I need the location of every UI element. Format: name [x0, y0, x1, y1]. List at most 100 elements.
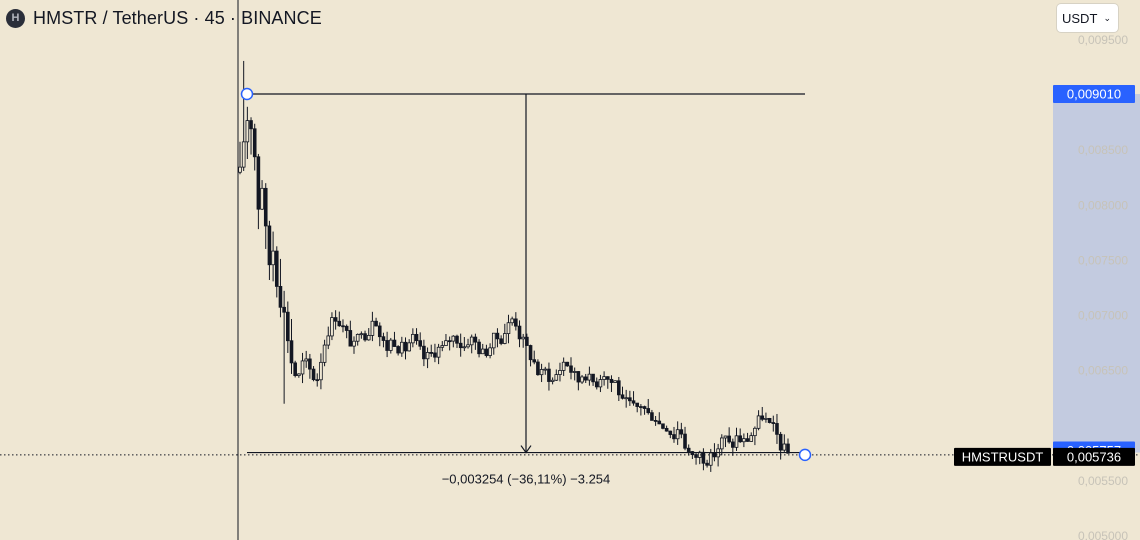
candle	[466, 338, 470, 349]
price-axis-tick-label: 0,005500	[1078, 474, 1128, 488]
candle	[278, 258, 283, 318]
candle	[267, 220, 272, 280]
candle	[742, 433, 746, 448]
candle	[286, 301, 290, 354]
candle	[447, 336, 452, 351]
last-price-tag: 0,005736	[1053, 447, 1135, 466]
candle	[503, 323, 507, 345]
candle	[719, 434, 724, 456]
candle	[617, 376, 621, 401]
candle	[532, 350, 537, 365]
candle	[749, 432, 754, 442]
candle	[355, 333, 360, 346]
measure-start-handle[interactable]	[240, 87, 254, 101]
price-axis-highlight-band	[1053, 94, 1140, 453]
candle	[583, 373, 588, 384]
candle	[775, 413, 779, 444]
candle	[738, 428, 742, 443]
candle	[385, 331, 389, 358]
candle	[491, 332, 496, 355]
price-axis-tick-label: 0,008500	[1078, 143, 1128, 157]
candle	[609, 375, 614, 392]
candle	[326, 326, 331, 350]
candle	[539, 363, 544, 383]
candle	[300, 352, 305, 384]
currency-select[interactable]: USDT ⌄	[1057, 4, 1118, 32]
candle	[388, 337, 393, 354]
candle	[458, 333, 463, 357]
candle	[517, 320, 522, 348]
candle	[377, 322, 382, 347]
candle	[731, 438, 735, 456]
candle	[782, 434, 787, 452]
svg-text:HMSTRUSDT: HMSTRUSDT	[962, 449, 1044, 464]
price-axis-tick-label: 0,009500	[1078, 33, 1128, 47]
measure-label: −0,003254 (−36,11%) −3.254	[442, 472, 611, 487]
candle	[661, 423, 665, 430]
candle	[374, 317, 378, 327]
candle	[414, 328, 419, 345]
candle	[477, 339, 481, 358]
candle	[756, 410, 761, 431]
candle	[642, 405, 647, 415]
candle	[260, 180, 264, 211]
candle	[282, 290, 286, 404]
symbol-title[interactable]: HMSTR / TetherUS · 45 · BINANCE	[33, 7, 322, 28]
candle	[664, 425, 669, 432]
candle	[734, 427, 739, 451]
chart-header: H HMSTR / TetherUS · 45 · BINANCE	[6, 6, 322, 30]
candle	[569, 357, 573, 380]
candle	[653, 415, 658, 426]
candle	[333, 310, 338, 330]
measure-end-handle[interactable]	[798, 448, 812, 462]
candle	[366, 328, 371, 341]
candle	[679, 422, 684, 439]
candle	[330, 312, 334, 341]
candle	[650, 409, 654, 421]
price-axis-tick-label: 0,007500	[1078, 253, 1128, 267]
candle	[319, 353, 323, 390]
candle	[613, 380, 617, 383]
candle	[657, 412, 662, 425]
arrow-down-icon	[520, 445, 532, 454]
candle	[263, 183, 268, 249]
candle	[646, 398, 651, 415]
candle	[256, 153, 261, 230]
candle	[304, 350, 309, 368]
candle	[778, 431, 783, 460]
currency-value: USDT	[1062, 10, 1098, 26]
candle	[558, 362, 562, 382]
candle	[444, 334, 448, 346]
candle	[363, 330, 367, 342]
candle	[308, 353, 312, 379]
candle	[341, 319, 345, 333]
candle	[631, 391, 636, 406]
candle	[727, 427, 731, 444]
candle	[745, 432, 750, 442]
price-range-measurement[interactable]: −0,003254 (−36,11%) −3.254	[240, 87, 812, 487]
candle	[418, 332, 423, 350]
candle	[624, 389, 628, 408]
candle	[683, 426, 687, 451]
candle	[620, 386, 625, 400]
candle	[407, 339, 411, 352]
candle	[252, 123, 257, 171]
candle	[764, 412, 768, 423]
candle	[495, 328, 500, 348]
candle	[550, 377, 555, 385]
candle	[289, 318, 294, 374]
candle	[705, 459, 709, 468]
price-axis-tick-label: 0,008000	[1078, 198, 1128, 212]
candle	[786, 438, 790, 454]
candle	[315, 373, 320, 387]
candle	[521, 333, 525, 348]
candle	[238, 141, 242, 175]
candle	[580, 374, 584, 384]
candle	[473, 333, 478, 350]
price-axis-tick-label: 0,007000	[1078, 309, 1128, 323]
candle	[359, 331, 364, 339]
candle	[422, 339, 426, 367]
candle	[488, 343, 492, 359]
candle	[701, 448, 706, 471]
